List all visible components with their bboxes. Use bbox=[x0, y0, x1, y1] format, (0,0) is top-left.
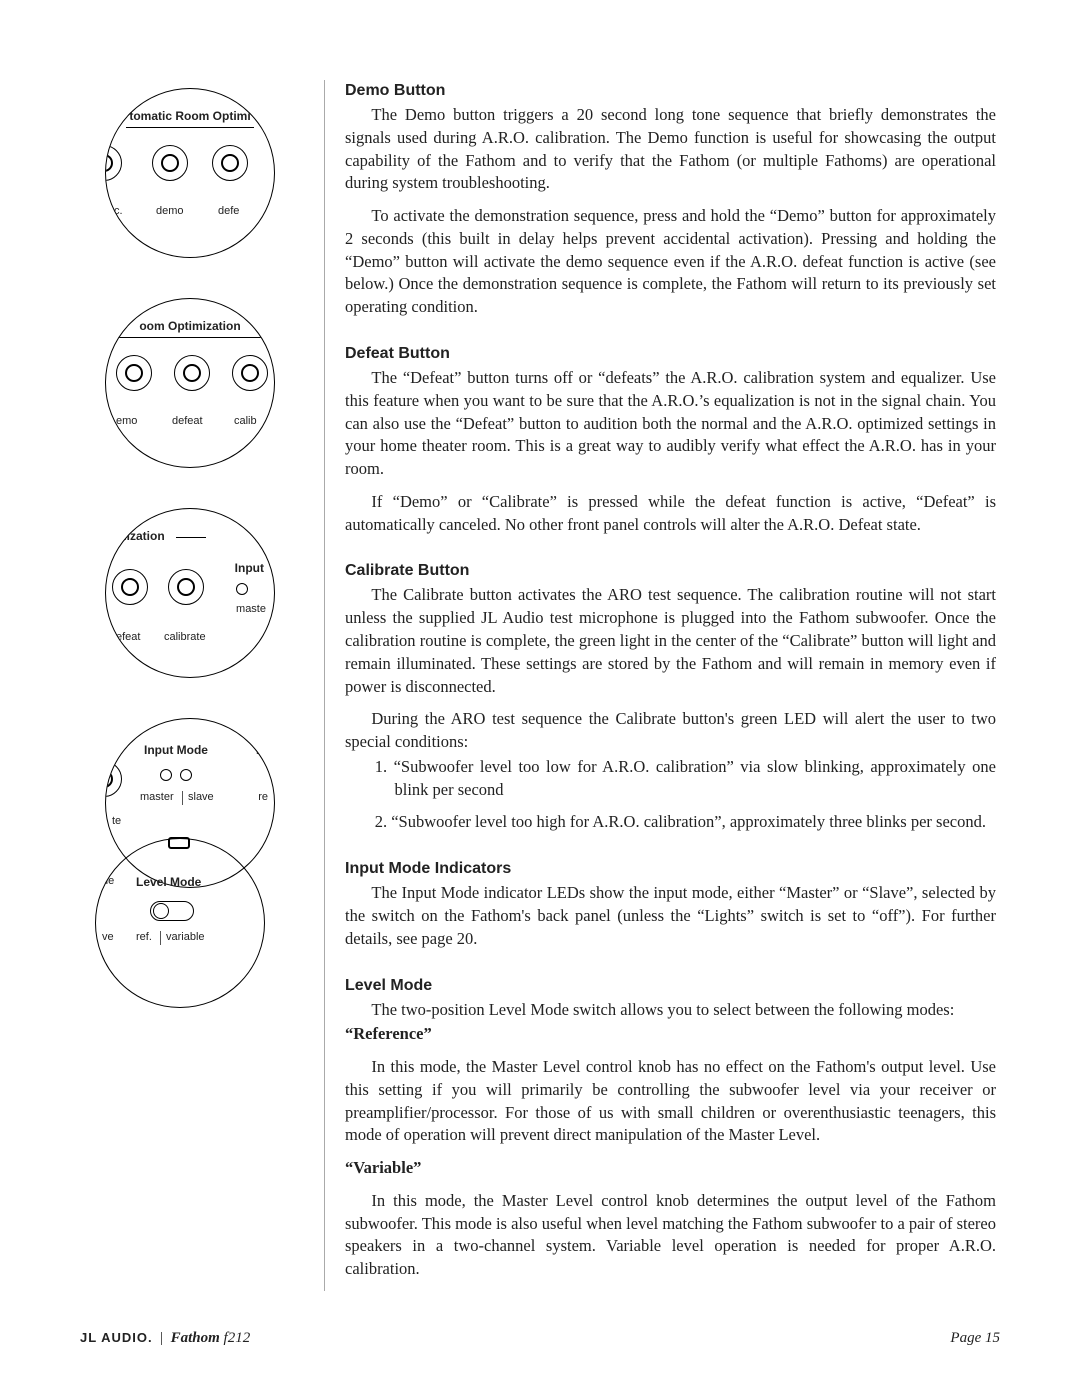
button-ring bbox=[105, 145, 122, 181]
button-label: demo bbox=[156, 205, 184, 217]
switch-icon bbox=[150, 901, 194, 921]
diagram-defeat: oom Optimization emo defeat calib bbox=[105, 298, 275, 468]
button-ring bbox=[232, 355, 268, 391]
subheading-reference: “Reference” bbox=[345, 1023, 996, 1046]
button-ring bbox=[105, 761, 122, 797]
led-icon bbox=[160, 769, 172, 781]
button-label: emo bbox=[116, 415, 137, 427]
de-label: de bbox=[102, 875, 114, 887]
manual-page: tomatic Room Optimi c. demo defe oom Opt… bbox=[0, 0, 1080, 1397]
heading-level-mode: Level Mode bbox=[345, 975, 996, 997]
level-mode-label: Level Mode bbox=[136, 875, 201, 889]
diagram-level-mode: de Level Mode ve ref. variable bbox=[95, 838, 265, 1008]
button-ring bbox=[112, 569, 148, 605]
variable-label: variable bbox=[166, 931, 205, 943]
rule bbox=[176, 537, 206, 538]
button-label: calibrate bbox=[164, 631, 206, 643]
button-ring bbox=[174, 355, 210, 391]
led-icon bbox=[236, 583, 248, 595]
paragraph: The “Defeat” button turns off or “defeat… bbox=[345, 367, 996, 481]
paragraph: To activate the demonstration sequence, … bbox=[345, 205, 996, 319]
brand-name: JL AUDIO. bbox=[80, 1330, 153, 1345]
content-wrap: tomatic Room Optimi c. demo defe oom Opt… bbox=[0, 0, 1080, 1291]
subheading-variable: “Variable” bbox=[345, 1157, 996, 1180]
master-label: maste bbox=[236, 603, 266, 615]
button-ring bbox=[152, 145, 188, 181]
master-label: master bbox=[140, 791, 174, 803]
paragraph: The Calibrate button activates the ARO t… bbox=[345, 584, 996, 698]
page-footer: JL AUDIO. | Fathom f212 Page 15 bbox=[80, 1330, 1000, 1347]
separator bbox=[182, 791, 183, 805]
column-divider bbox=[324, 80, 325, 1291]
button-label: calib bbox=[234, 415, 257, 427]
paragraph: In this mode, the Master Level control k… bbox=[345, 1190, 996, 1281]
heading-defeat: Defeat Button bbox=[345, 343, 996, 365]
diagram-modes-wrap: Input Mode Le master slave re te bbox=[95, 718, 285, 1008]
diagram-title: mization bbox=[116, 529, 165, 543]
model-number: f212 bbox=[220, 1330, 250, 1346]
button-label: defeat bbox=[172, 415, 203, 427]
button-ring bbox=[212, 145, 248, 181]
input-label: Input bbox=[235, 561, 264, 575]
paragraph: The Input Mode indicator LEDs show the i… bbox=[345, 882, 996, 950]
button-label: efeat bbox=[116, 631, 140, 643]
diagram-calibrate: mization Input maste efeat calibrate bbox=[105, 508, 275, 678]
footer-branding: JL AUDIO. | Fathom f212 bbox=[80, 1330, 250, 1347]
re-label: re bbox=[258, 791, 268, 803]
footer-sep: | bbox=[153, 1330, 171, 1346]
slave-label: slave bbox=[188, 791, 214, 803]
diagram-title: tomatic Room Optimi bbox=[106, 109, 274, 123]
left-diagram-column: tomatic Room Optimi c. demo defe oom Opt… bbox=[80, 80, 300, 1291]
ve-label: ve bbox=[102, 931, 114, 943]
paragraph: The Demo button triggers a 20 second lon… bbox=[345, 104, 996, 195]
paragraph: In this mode, the Master Level control k… bbox=[345, 1056, 996, 1147]
led-icon bbox=[180, 769, 192, 781]
input-mode-label: Input Mode bbox=[144, 743, 208, 757]
heading-input-mode: Input Mode Indicators bbox=[345, 858, 996, 880]
page-number: Page 15 bbox=[950, 1330, 1000, 1347]
button-ring bbox=[168, 569, 204, 605]
paragraph: If “Demo” or “Calibrate” is pressed whil… bbox=[345, 491, 996, 537]
heading-demo: Demo Button bbox=[345, 80, 996, 102]
te-label: te bbox=[112, 815, 121, 827]
separator bbox=[160, 931, 161, 945]
ref-label: ref. bbox=[136, 931, 152, 943]
paragraph: The two-position Level Mode switch allow… bbox=[345, 999, 996, 1022]
diagram-demo: tomatic Room Optimi c. demo defe bbox=[105, 88, 275, 258]
model-name: Fathom bbox=[171, 1330, 220, 1346]
list-item: 2. “Subwoofer level too high for A.R.O. … bbox=[345, 811, 996, 834]
list-item: 1. “Subwoofer level too low for A.R.O. c… bbox=[345, 756, 996, 802]
button-ring bbox=[116, 355, 152, 391]
heading-calibrate: Calibrate Button bbox=[345, 560, 996, 582]
le-label: Le bbox=[256, 743, 270, 757]
button-label: c. bbox=[114, 205, 123, 217]
button-label: defe bbox=[218, 205, 239, 217]
paragraph: During the ARO test sequence the Calibra… bbox=[345, 708, 996, 754]
diagram-title: oom Optimization bbox=[106, 319, 274, 333]
rule bbox=[118, 337, 262, 338]
body-text-column: Demo Button The Demo button triggers a 2… bbox=[345, 80, 1000, 1291]
rule bbox=[126, 127, 254, 128]
